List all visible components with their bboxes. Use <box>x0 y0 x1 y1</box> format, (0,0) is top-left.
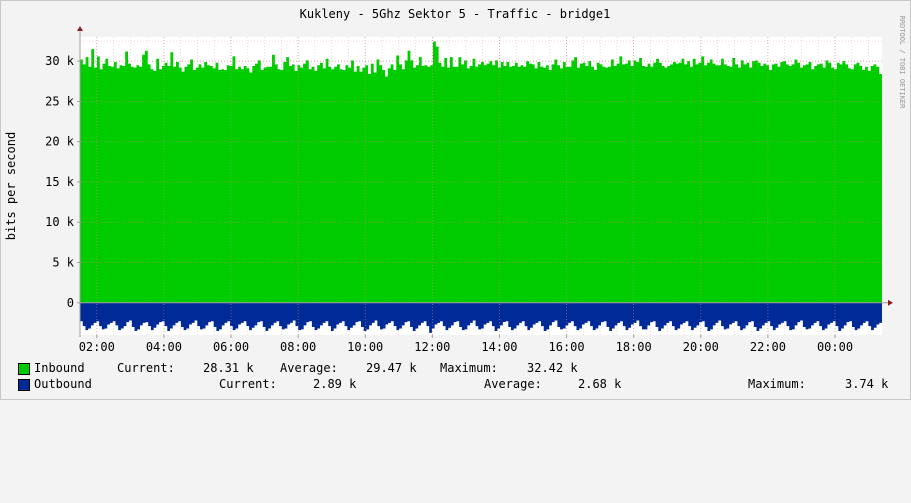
y-tick-label: 15 k <box>45 175 75 189</box>
x-tick-label: 22:00 <box>750 340 786 354</box>
y-tick-label: 25 k <box>45 94 75 108</box>
inbound-current-value: 28.31 k <box>203 361 254 375</box>
x-tick-label: 04:00 <box>146 340 182 354</box>
x-tick-label: 16:00 <box>549 340 585 354</box>
outbound-area <box>80 302 882 333</box>
y-tick-label: 20 k <box>45 135 75 149</box>
inbound-maximum-label: Maximum: <box>440 361 498 375</box>
x-tick-label: 14:00 <box>481 340 517 354</box>
outbound-swatch <box>18 379 30 391</box>
inbound-maximum-value: 32.42 k <box>527 361 578 375</box>
inbound-name: Inbound <box>34 361 85 375</box>
outbound-current-label: Current: <box>219 377 277 391</box>
x-tick-label: 00:00 <box>817 340 853 354</box>
legend-row-inbound: Inbound Current: 28.31 k Average: 29.47 … <box>0 361 911 377</box>
x-tick-label: 08:00 <box>280 340 316 354</box>
x-tick-label: 18:00 <box>616 340 652 354</box>
y-tick-label: 10 k <box>45 215 75 229</box>
x-tick-label: 20:00 <box>683 340 719 354</box>
y-tick-label: 5 k <box>52 256 74 270</box>
inbound-area <box>80 41 882 303</box>
series-layer <box>80 41 882 333</box>
outbound-maximum-label: Maximum: <box>748 377 806 391</box>
outbound-maximum-value: 3.74 k <box>845 377 889 391</box>
y-tick-label: 30 k <box>45 54 75 68</box>
inbound-current-label: Current: <box>117 361 175 375</box>
legend-row-outbound: Outbound Current: 2.89 k Average: 2.68 k… <box>0 377 911 393</box>
outbound-current-value: 2.89 k <box>313 377 357 391</box>
x-tick-label: 12:00 <box>414 340 450 354</box>
y-tick-label: 0 <box>67 296 74 310</box>
y-axis-label: bits per second <box>4 132 18 240</box>
x-tick-label: 06:00 <box>213 340 249 354</box>
traffic-chart: 30 k 25 k 20 k 15 k 10 k 5 k 0 02:00 04:00 06:00 0… <box>4 7 906 354</box>
inbound-average-label: Average: <box>280 361 338 375</box>
x-axis-arrow <box>888 299 893 306</box>
inbound-average-value: 29.47 k <box>366 361 417 375</box>
inbound-swatch <box>18 363 30 375</box>
chart-title: Kukleny - 5Ghz Sektor 5 - Traffic - brid… <box>300 7 611 21</box>
outbound-name: Outbound <box>34 377 92 391</box>
watermark: RRDTOOL / TOBI OETIKER <box>898 16 906 110</box>
x-tick-label: 02:00 <box>79 340 115 354</box>
y-axis-arrow <box>77 26 83 31</box>
x-tick-label: 10:00 <box>347 340 383 354</box>
outbound-average-value: 2.68 k <box>578 377 622 391</box>
axis-layer: 30 k 25 k 20 k 15 k 10 k 5 k 0 02:00 04:00 06:00 0… <box>45 26 893 354</box>
outbound-average-label: Average: <box>484 377 542 391</box>
